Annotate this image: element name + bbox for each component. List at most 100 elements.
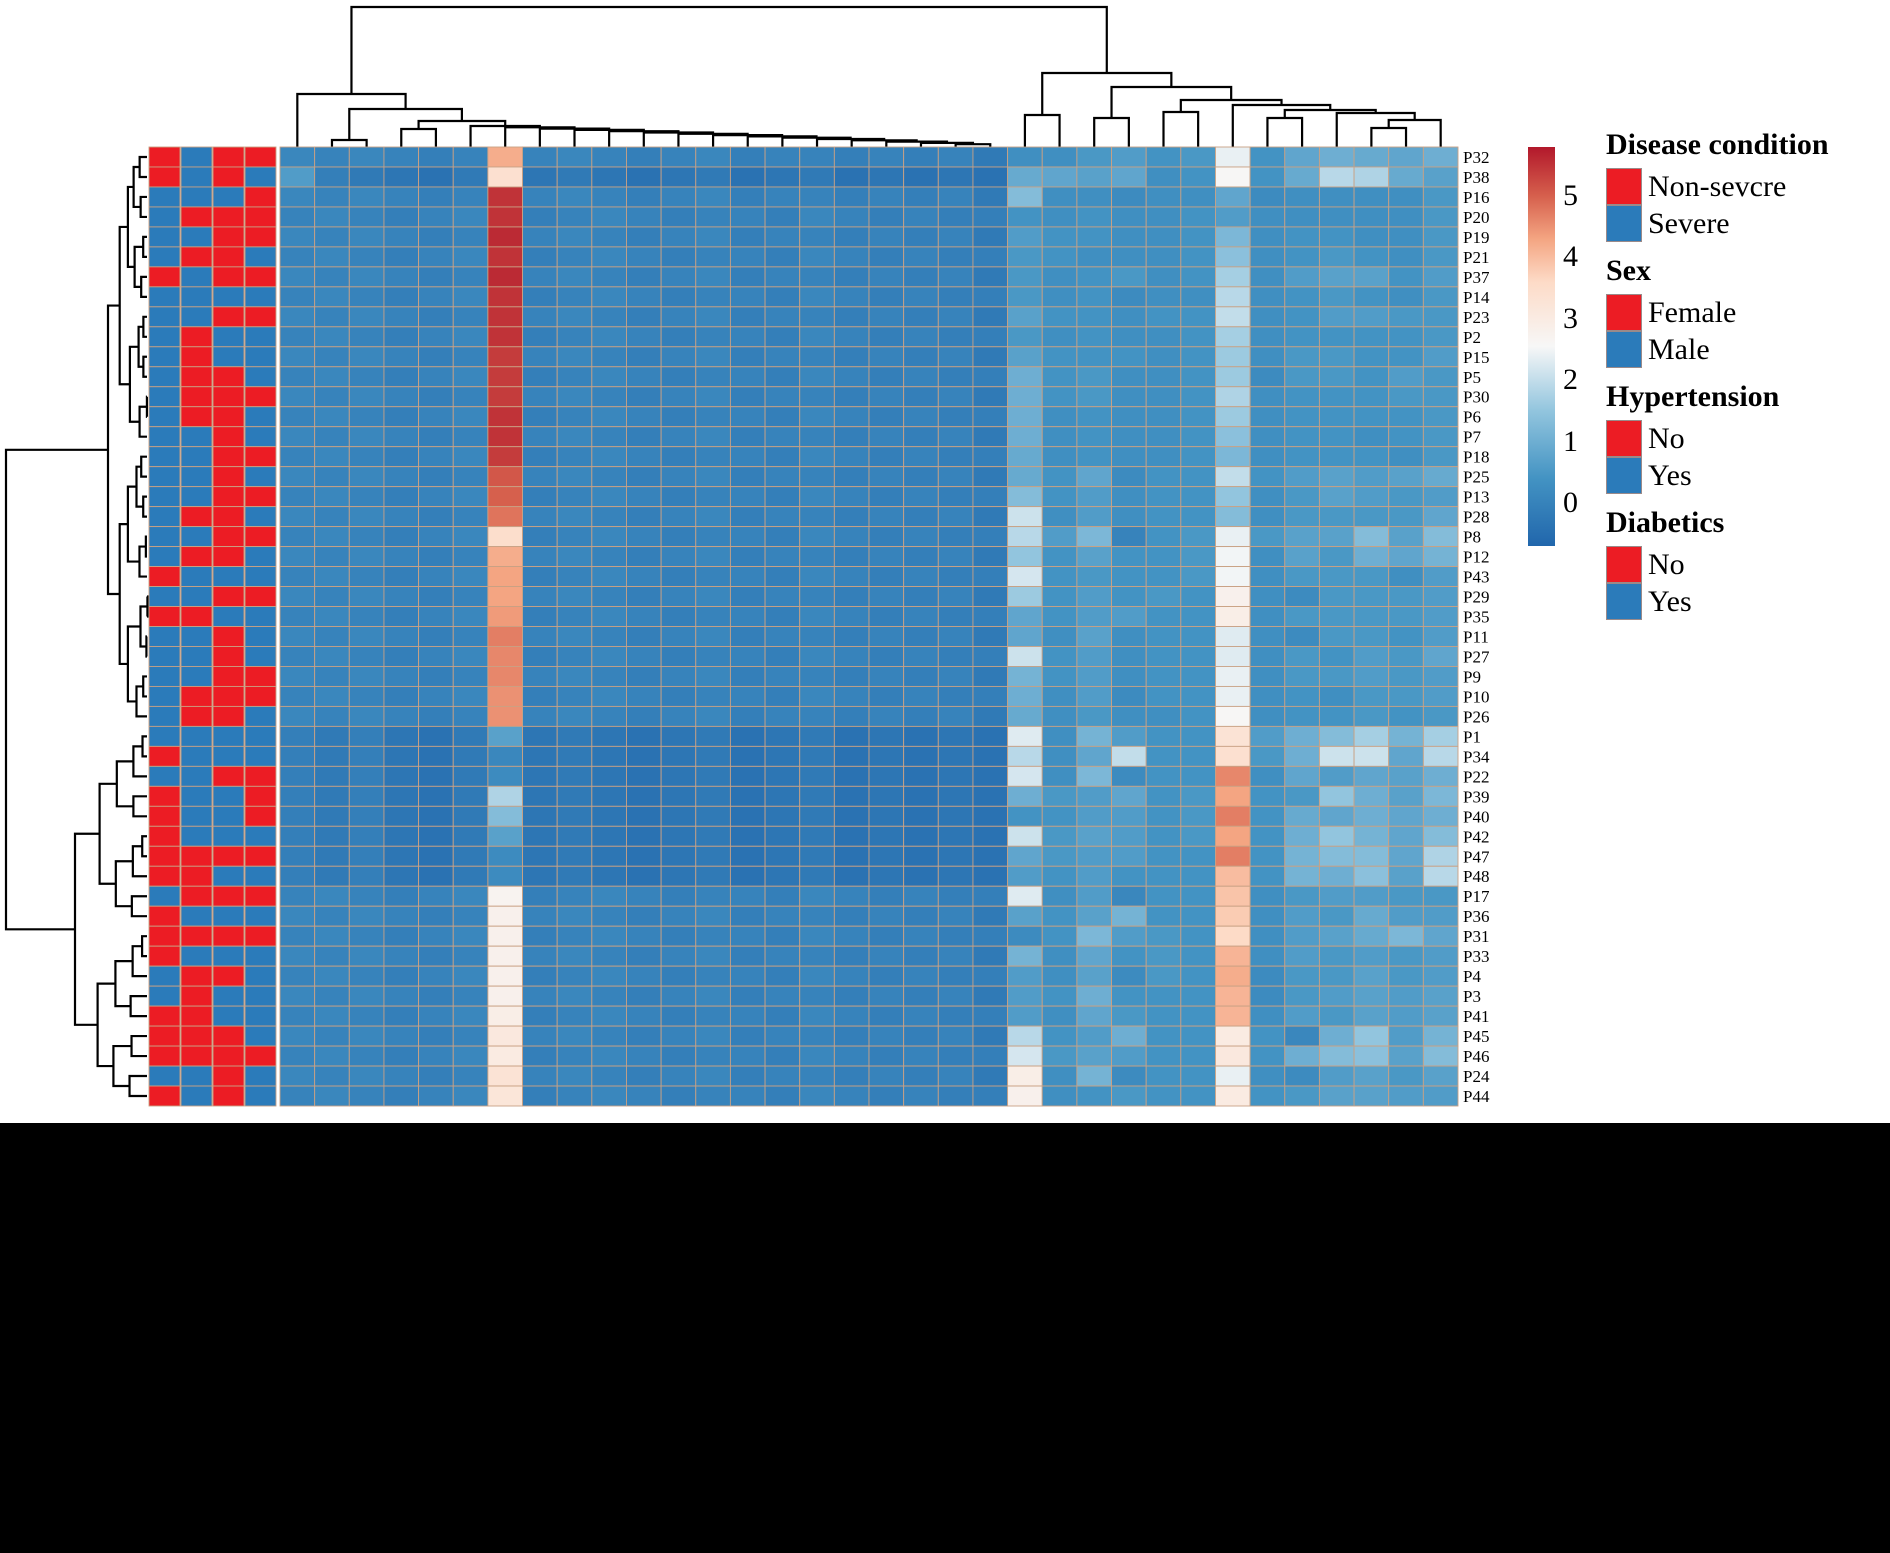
heatmap-cell — [383, 885, 420, 907]
heatmap-cell — [1215, 266, 1251, 288]
heatmap-cell — [348, 246, 385, 268]
heatmap-cell — [1353, 805, 1390, 827]
heatmap-cell — [1215, 685, 1251, 707]
heatmap-cell — [1076, 386, 1112, 408]
heatmap-cell — [1111, 646, 1147, 667]
heatmap-cell — [1215, 785, 1251, 807]
heatmap-cell — [626, 486, 662, 508]
heatmap-cell — [1318, 186, 1355, 208]
heatmap-cell — [799, 626, 835, 647]
heatmap-cell — [626, 506, 662, 528]
heatmap-cell — [556, 805, 593, 827]
heatmap-cell — [556, 326, 593, 348]
heatmap-cell — [1111, 785, 1147, 807]
heatmap-cell — [1180, 226, 1216, 248]
heatmap-cell — [799, 546, 835, 568]
heatmap-cell — [833, 586, 870, 607]
heatmap-cell — [1215, 845, 1251, 867]
heatmap-cell — [1076, 1025, 1112, 1047]
heatmap-cell — [1353, 1005, 1390, 1027]
heatmap-cell — [1388, 905, 1424, 927]
heatmap-cell — [799, 1005, 835, 1027]
heatmap-cell — [487, 366, 523, 388]
heatmap-cell — [833, 885, 870, 907]
annotation-cell — [244, 166, 277, 188]
heatmap-cell — [660, 745, 697, 767]
heatmap-cell — [556, 366, 593, 388]
heatmap-cell — [660, 506, 697, 528]
heatmap-cell — [833, 486, 870, 508]
heatmap-cell — [1111, 246, 1147, 268]
heatmap-cell — [1041, 745, 1078, 767]
heatmap-cell — [487, 506, 523, 528]
heatmap-cell — [1007, 546, 1043, 568]
annotation-cell — [148, 346, 181, 368]
heatmap-cell — [868, 1065, 905, 1087]
heatmap-cell — [591, 586, 627, 607]
heatmap-cell — [626, 745, 662, 767]
heatmap-cell — [1111, 326, 1147, 348]
heatmap-cell — [1111, 266, 1147, 288]
heatmap-cell — [626, 805, 662, 827]
heatmap-cell — [452, 1065, 489, 1087]
heatmap-cell — [626, 306, 662, 328]
heatmap-cell — [799, 386, 835, 408]
heatmap-cell — [487, 945, 523, 967]
heatmap-cell — [695, 1085, 731, 1107]
heatmap-cell — [972, 745, 1009, 767]
heatmap-cell — [1284, 526, 1320, 548]
heatmap-cell — [522, 1065, 558, 1087]
heatmap-cell — [937, 346, 974, 368]
heatmap-cell — [833, 606, 870, 627]
heatmap-cell — [1353, 206, 1390, 228]
heatmap-cell — [1215, 406, 1251, 428]
legend-item: Yes — [1606, 457, 1829, 494]
heatmap-cell — [1422, 286, 1459, 308]
heatmap-cell — [1284, 745, 1320, 767]
annotation-cell — [148, 1005, 181, 1027]
row-label: P31 — [1463, 927, 1489, 946]
heatmap-cell — [1111, 825, 1147, 847]
heatmap-cell — [1318, 426, 1355, 448]
heatmap-cell — [660, 945, 697, 967]
heatmap-cell — [591, 666, 627, 687]
heatmap-cell — [1111, 905, 1147, 927]
annotation-cell — [180, 286, 213, 308]
heatmap-cell — [1353, 765, 1390, 787]
heatmap-cell — [903, 805, 939, 827]
heatmap-cell — [1249, 266, 1286, 288]
heatmap-cell — [314, 785, 350, 807]
heatmap-cell — [937, 186, 974, 208]
heatmap-cell — [1111, 626, 1147, 647]
heatmap-cell — [348, 765, 385, 787]
heatmap-cell — [833, 685, 870, 707]
heatmap-cell — [1318, 346, 1355, 368]
annotation-cell — [212, 406, 245, 428]
heatmap-cell — [522, 406, 558, 428]
heatmap-cell — [279, 1085, 316, 1107]
heatmap-cell — [799, 925, 835, 947]
heatmap-cell — [418, 206, 454, 228]
heatmap-cell — [1145, 825, 1182, 847]
heatmap-cell — [729, 326, 766, 348]
heatmap-cell — [937, 666, 974, 687]
heatmap-cell — [1284, 1045, 1320, 1067]
heatmap-cell — [903, 825, 939, 847]
heatmap-cell — [937, 626, 974, 647]
heatmap-cell — [1076, 146, 1112, 168]
annotation-cell — [148, 366, 181, 388]
heatmap-cell — [972, 725, 1009, 747]
heatmap-cell — [522, 486, 558, 508]
heatmap-cell — [279, 646, 316, 667]
heatmap-cell — [1111, 386, 1147, 408]
heatmap-cell — [833, 426, 870, 448]
heatmap-cell — [1249, 646, 1286, 667]
annotation-cell — [148, 526, 181, 548]
heatmap-cell — [1318, 666, 1355, 687]
heatmap-cell — [833, 406, 870, 428]
heatmap-cell — [1422, 745, 1459, 767]
heatmap-cell — [1180, 1045, 1216, 1067]
heatmap-cell — [660, 306, 697, 328]
heatmap-cell — [487, 306, 523, 328]
heatmap-cell — [1007, 566, 1043, 587]
